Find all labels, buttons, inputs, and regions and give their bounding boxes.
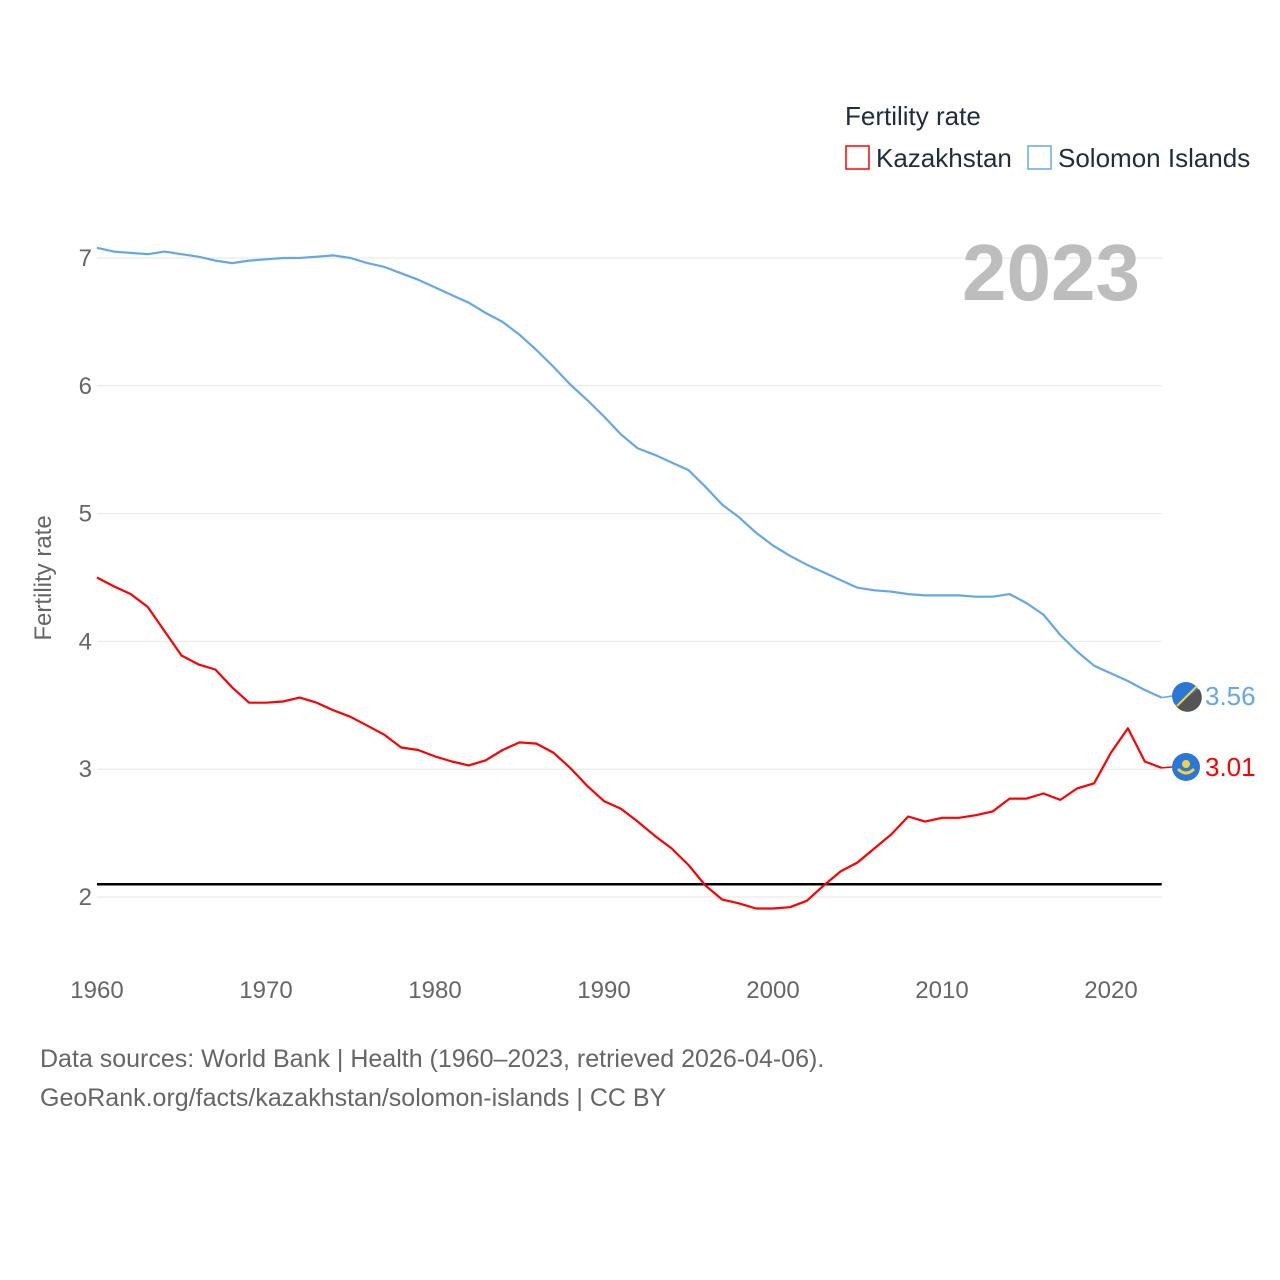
x-tick-label: 2010 bbox=[915, 977, 968, 1004]
end-value-label: 3.01 bbox=[1205, 752, 1256, 782]
end-value-label: 3.56 bbox=[1205, 681, 1256, 711]
label-connector bbox=[1161, 695, 1173, 699]
attribution: GeoRank.org/facts/kazakhstan/solomon-isl… bbox=[40, 1084, 667, 1112]
y-tick-label: 4 bbox=[79, 628, 92, 655]
data-source: Data sources: World Bank | Health (1960–… bbox=[40, 1045, 825, 1073]
flag-sun bbox=[1182, 760, 1190, 768]
label-connector bbox=[1161, 766, 1173, 769]
x-tick-label: 1970 bbox=[239, 977, 292, 1004]
legend-label: Kazakhstan bbox=[876, 143, 1012, 173]
series-line-solomon-islands bbox=[96, 246, 1163, 699]
x-tick-label: 1990 bbox=[577, 977, 630, 1004]
x-tick-label: 1980 bbox=[408, 977, 461, 1004]
x-tick-label: 1960 bbox=[70, 977, 123, 1004]
y-tick-label: 5 bbox=[79, 501, 92, 528]
y-tick-label: 3 bbox=[79, 756, 92, 783]
y-axis-title: Fertility rate bbox=[30, 515, 57, 640]
legend-title: Fertility rate bbox=[845, 101, 981, 131]
legend-label: Solomon Islands bbox=[1058, 143, 1250, 173]
y-tick-label: 6 bbox=[79, 373, 92, 400]
x-tick-label: 2000 bbox=[746, 977, 799, 1004]
flag-dark-half bbox=[1176, 689, 1202, 712]
y-tick-label: 2 bbox=[79, 884, 92, 911]
series-line-kazakhstan bbox=[96, 576, 1163, 910]
year-label: 2023 bbox=[962, 228, 1140, 317]
legend-swatch-1 bbox=[1027, 145, 1052, 170]
flag-stripe bbox=[1176, 685, 1198, 707]
x-tick-label: 2020 bbox=[1084, 977, 1137, 1004]
flag-eagle bbox=[1176, 767, 1196, 775]
y-tick-label: 7 bbox=[79, 245, 92, 272]
legend-swatch-0 bbox=[845, 145, 870, 170]
